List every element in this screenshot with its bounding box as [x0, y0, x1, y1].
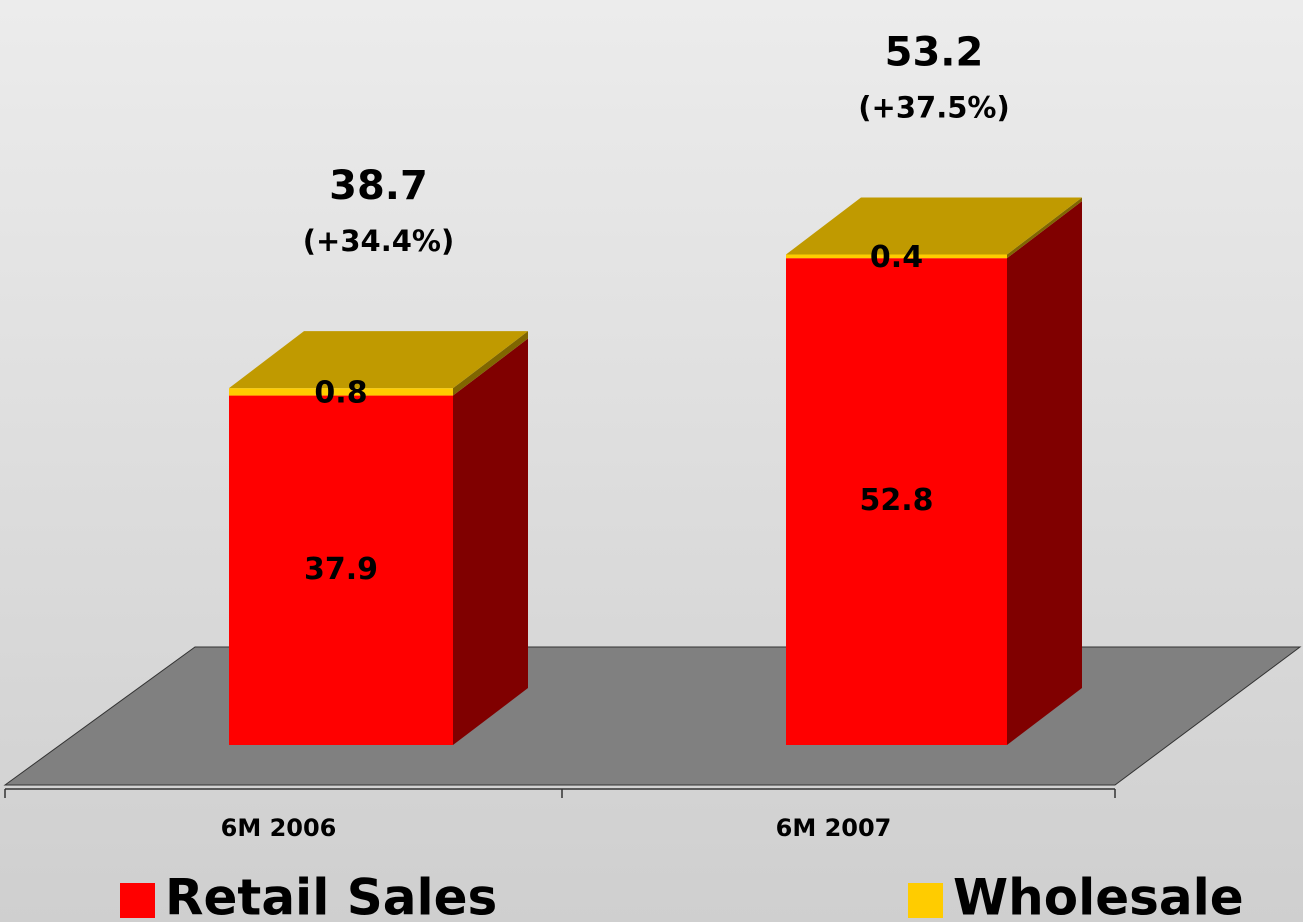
data-label: 0.4: [870, 240, 923, 275]
bar: [786, 254, 1007, 259]
growth-label: (+34.4%): [303, 224, 454, 258]
total-label: 38.7: [329, 163, 428, 209]
x-ticks: [4, 789, 1116, 798]
bar: [786, 258, 1007, 745]
bar-top: [786, 197, 1082, 255]
data-label: 37.9: [304, 552, 378, 587]
bar-side: [1007, 197, 1082, 259]
total-label: 53.2: [885, 29, 984, 75]
bar: [229, 388, 453, 396]
x-tick-label: 6M 2006: [221, 814, 337, 842]
data-label: 0.8: [314, 375, 367, 410]
legend-label: Wholesale: [953, 869, 1244, 922]
growth-label: (+37.5%): [858, 90, 1009, 124]
bar-side: [1007, 201, 1082, 745]
bar-top: [229, 331, 528, 389]
data-label: 52.8: [859, 483, 933, 518]
bar: [229, 395, 453, 745]
bar-side: [453, 331, 528, 396]
legend-swatch: [120, 883, 155, 918]
legend-swatch: [908, 883, 943, 918]
bar-side: [453, 338, 528, 745]
labels: 37.9 0.8 38.7 (+34.4%) 6M 2006 52.8 0.4 53.2 (+3…: [221, 29, 1010, 842]
bars: [229, 197, 1082, 745]
floor: [3, 646, 1302, 786]
x-tick-label: 6M 2007: [776, 814, 892, 842]
legend: Retail Sales Wholesale: [120, 869, 1244, 922]
legend-label: Retail Sales: [165, 869, 497, 922]
